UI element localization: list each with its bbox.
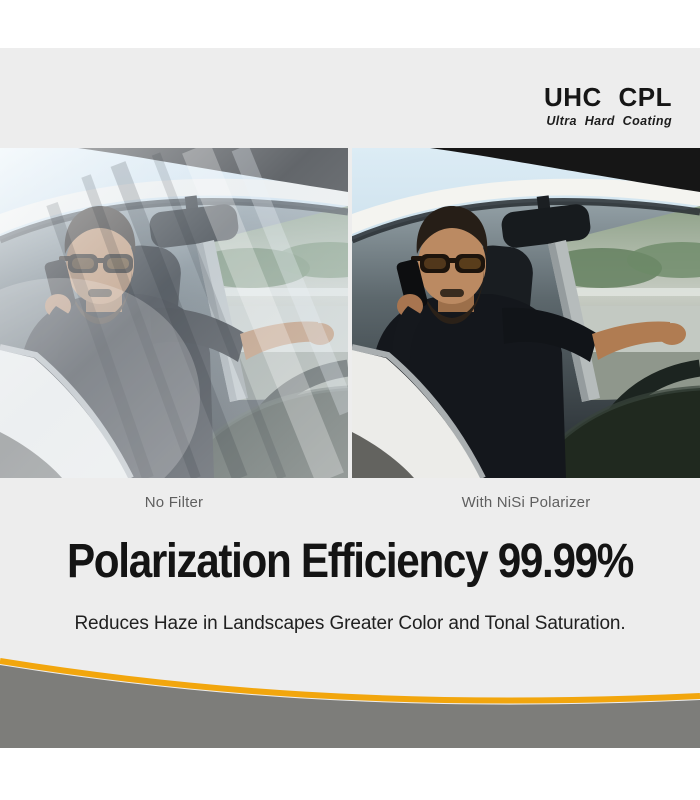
gray-curved-band xyxy=(0,665,700,748)
logo-title: UHC CPL xyxy=(543,82,672,112)
headline-subtitle: Reduces Haze in Landscapes Greater Color… xyxy=(74,613,626,634)
brand-logo: UHC CPL Ultra Hard Coating xyxy=(543,82,672,129)
photo-no-filter xyxy=(0,148,348,478)
logo-subtitle: Ultra Hard Coating xyxy=(546,114,672,128)
comparison-photos xyxy=(0,148,700,478)
photo-captions: No Filter With NiSi Polarizer xyxy=(0,494,700,511)
caption-no-filter: No Filter xyxy=(144,494,204,511)
headline-title: Polarization Efficiency 99.99% xyxy=(66,535,634,588)
photo-with-polarizer xyxy=(352,148,700,478)
glare-haze-overlay xyxy=(0,148,348,478)
bottom-curve-decoration xyxy=(0,658,700,748)
caption-with-polarizer: With NiSi Polarizer xyxy=(461,494,591,511)
gold-accent-curve xyxy=(0,658,700,704)
